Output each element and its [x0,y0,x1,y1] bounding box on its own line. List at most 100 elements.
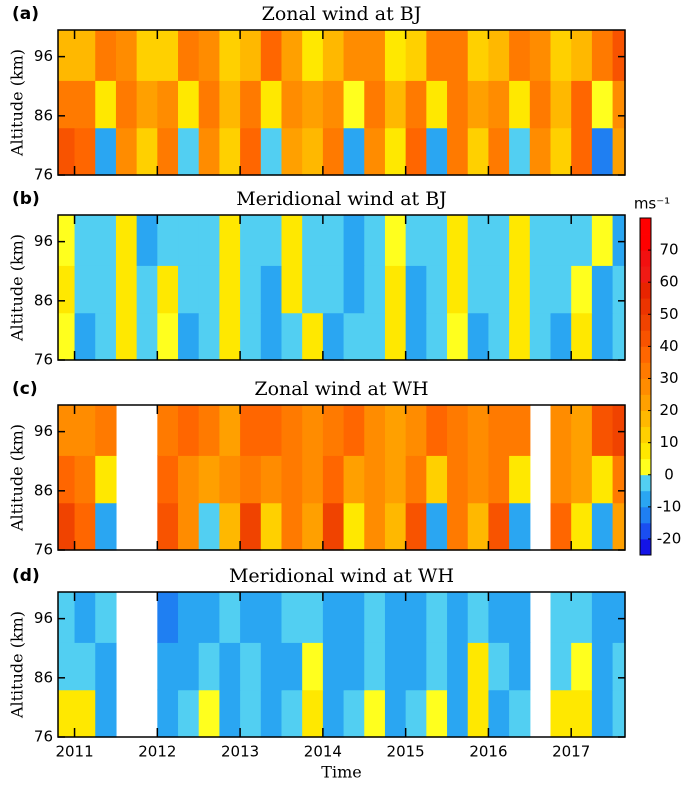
cell [591,127,614,176]
cell [74,455,96,504]
cell [405,312,427,361]
cell [467,312,490,361]
cell [529,127,552,176]
cell [281,215,303,266]
cell [322,642,345,691]
y-tick-label: 96 [34,422,53,440]
plot-frame [57,404,626,551]
cell [405,592,427,643]
cell [302,642,324,691]
cell [550,80,572,129]
panel-label: (a) [12,4,39,24]
colorbar-band [640,474,651,492]
cell [198,312,221,361]
cell [95,592,117,643]
cell [426,215,448,266]
colorbar-band [640,522,651,540]
colorbar-tick-label: -20 [657,529,682,547]
colorbar-tick-label: 20 [659,401,678,419]
cell [488,405,510,456]
cell [612,689,626,738]
cell [550,30,572,81]
cell [447,642,469,691]
cell [281,455,303,504]
cell [488,455,510,504]
cell [198,642,221,691]
cell [178,592,200,643]
cell [74,215,96,266]
cell [488,80,510,129]
cell [198,127,221,176]
cell [260,215,283,266]
cell [343,502,365,551]
cell [509,502,531,551]
cell [612,592,626,643]
cell [178,642,200,691]
cell [550,405,572,456]
cell [467,592,490,643]
colorbar-tick-label: 0 [664,465,674,483]
colorbar-band [640,362,651,379]
cell [198,30,221,81]
cell [529,30,552,81]
cell [384,265,407,314]
cell [550,642,572,691]
cell [322,455,345,504]
cell [178,127,200,176]
colorbar-band [640,266,651,283]
y-tick-label: 96 [34,609,53,627]
cell [343,689,365,738]
cell [405,30,427,81]
cell [612,30,626,81]
colorbar-band [640,506,651,524]
cell [384,80,407,129]
cell [58,30,76,81]
cell [529,80,552,129]
cell [302,455,324,504]
cell [467,455,490,504]
cell [219,265,241,314]
cell [405,80,427,129]
colorbar-band [640,394,651,411]
cell [364,265,386,314]
cell [260,312,283,361]
panel-label: (c) [12,379,38,399]
cell [612,127,626,176]
cell [95,455,117,504]
cell [571,127,593,176]
cell [322,502,345,551]
plot-frame [57,591,626,738]
cell [384,689,407,738]
cell [178,405,200,456]
cell [198,405,221,456]
cell [467,265,490,314]
cell [571,80,593,129]
cell [281,592,303,643]
cell [509,265,531,314]
cell [529,312,552,361]
panel-label: (b) [12,189,40,209]
cell [509,592,531,643]
cell [157,689,179,738]
colorbar-band [640,426,651,444]
cell [550,502,572,551]
y-axis-label: Altitude (km) [8,234,27,342]
colorbar-band [640,490,651,508]
cell [302,689,324,738]
cell [136,265,158,314]
cell [58,312,76,361]
cell [571,455,593,504]
cell [571,312,593,361]
cell [384,642,407,691]
cell [447,405,469,456]
cell [529,265,552,314]
cell [364,215,386,266]
cell [364,127,386,176]
cell [384,312,407,361]
y-tick-label: 76 [34,728,53,746]
cell [198,689,221,738]
cell [343,265,365,314]
cell [198,502,221,551]
cell [447,265,469,314]
cell [467,642,490,691]
